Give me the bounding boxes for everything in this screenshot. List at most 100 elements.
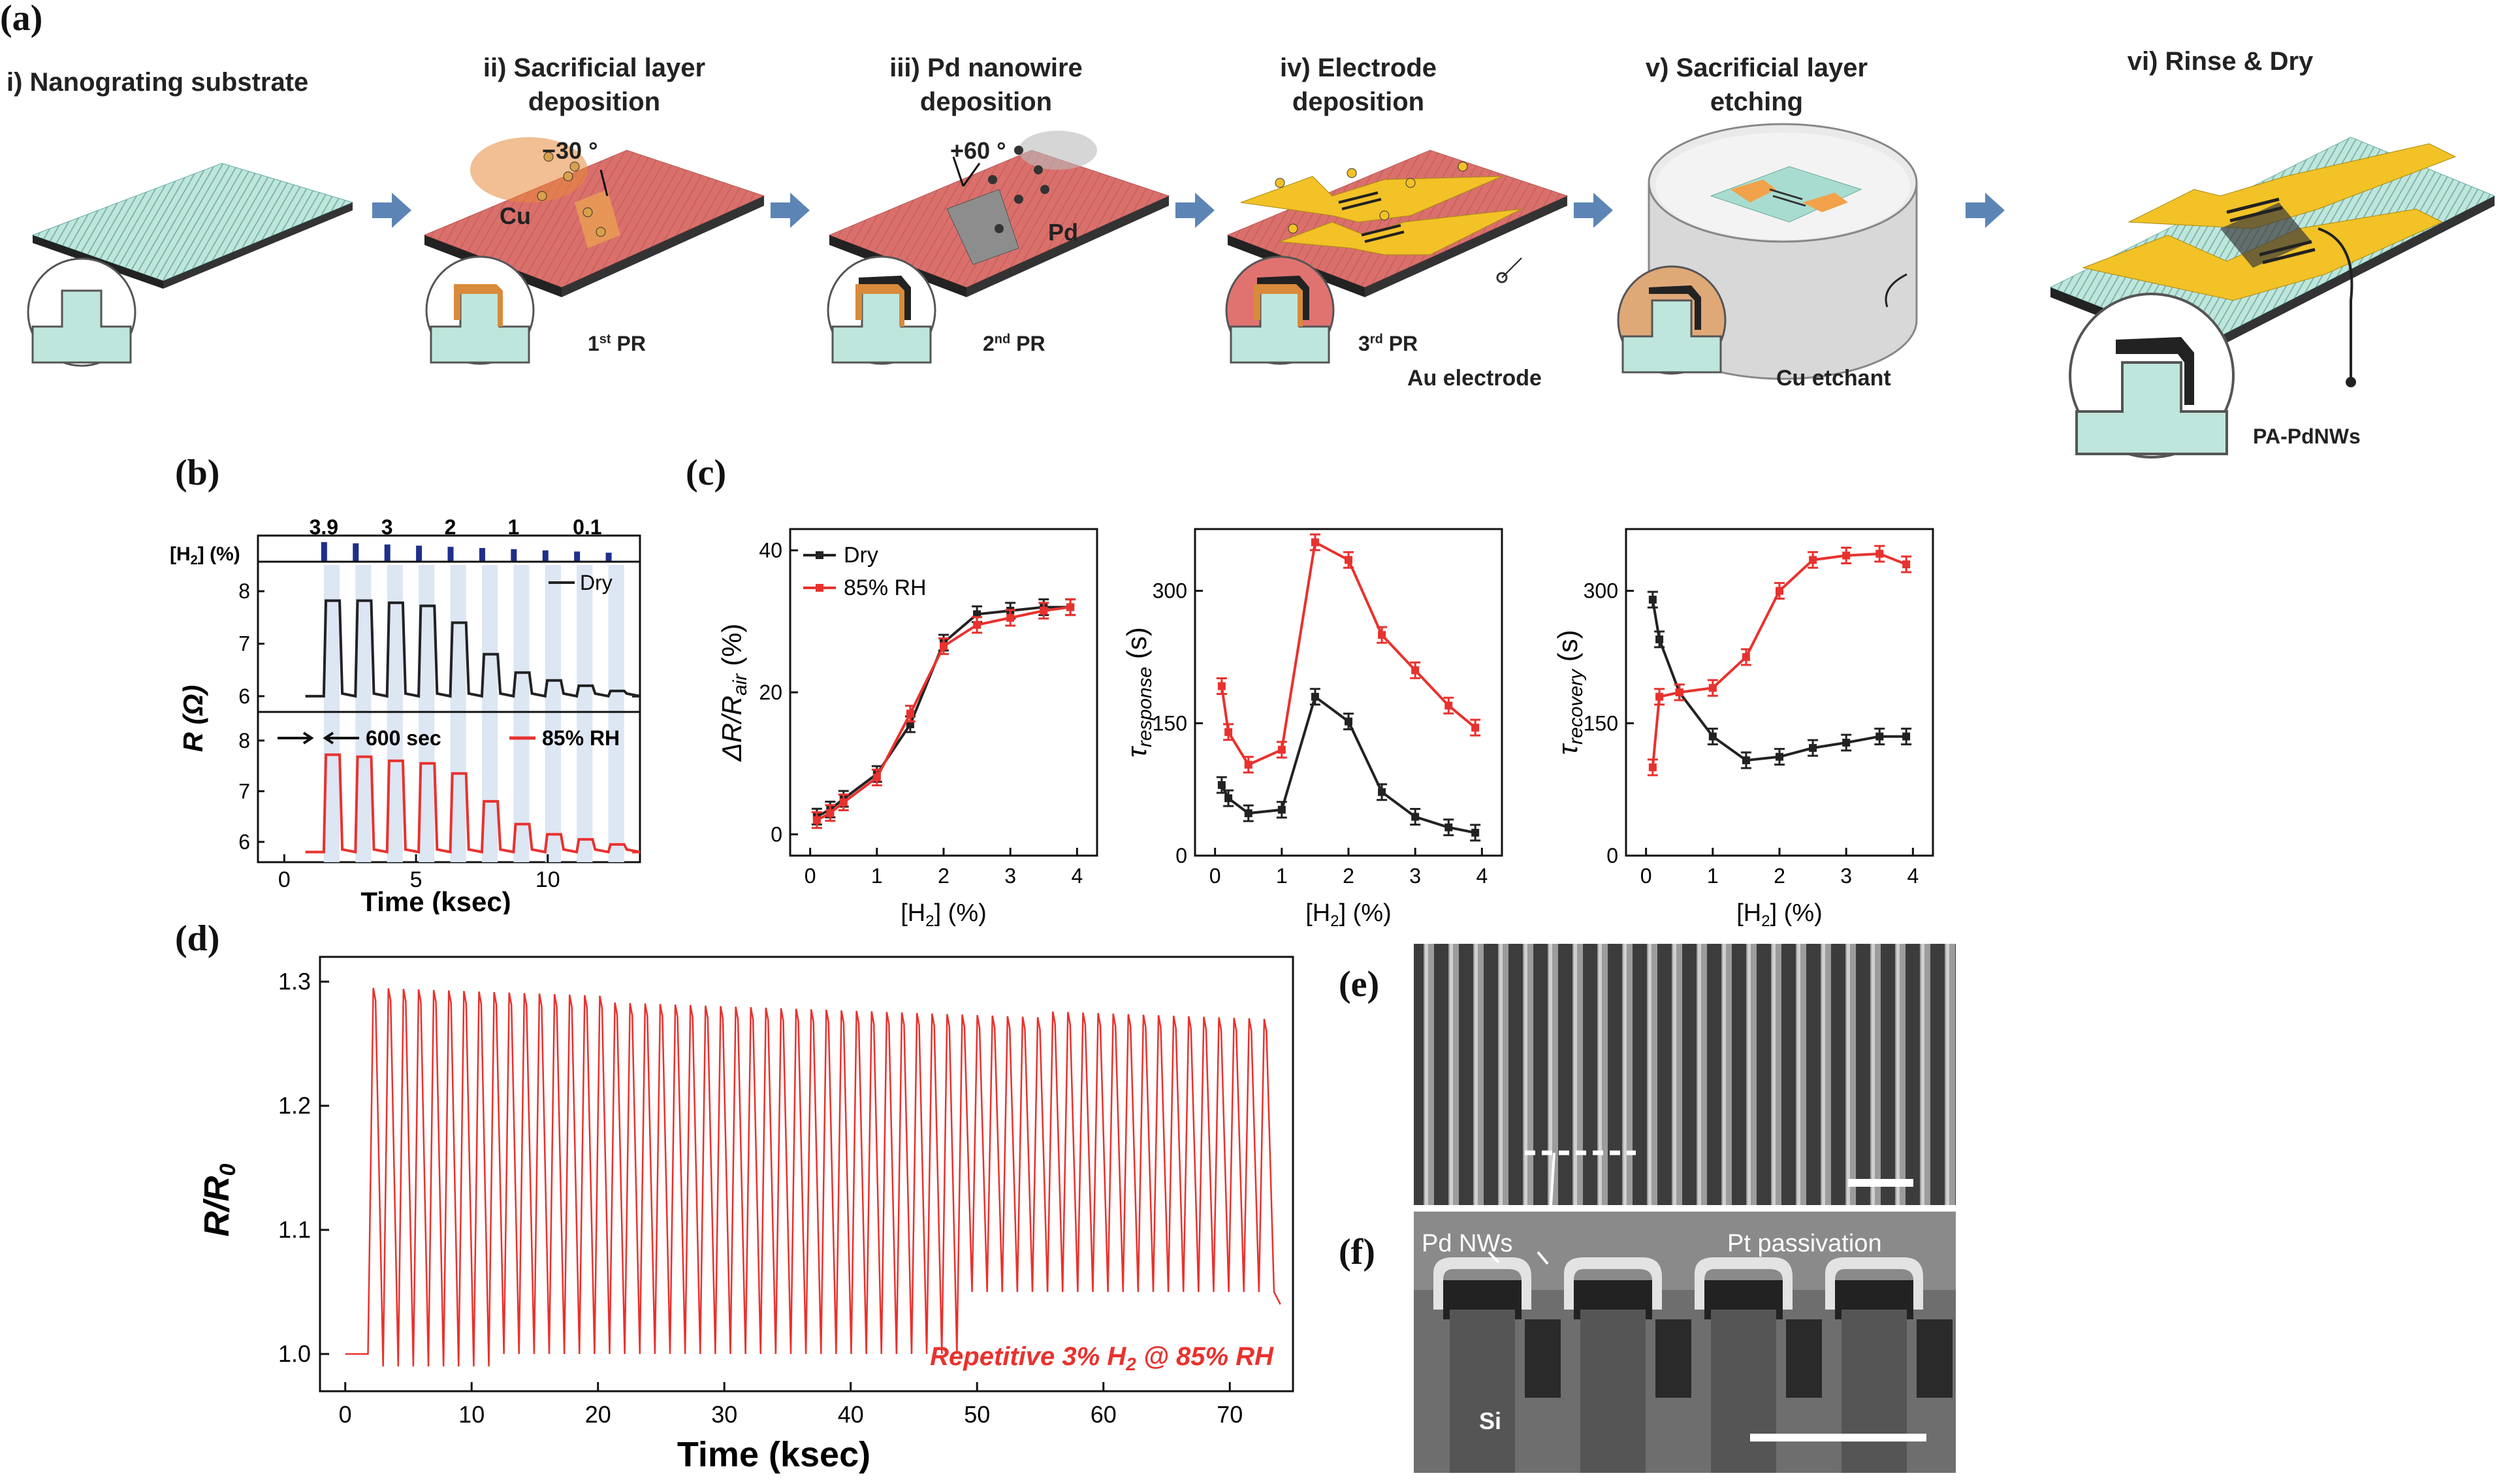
trench-void: [1655, 1319, 1691, 1398]
flow-arrow-3: [1175, 193, 1215, 228]
grating-highlight: [1723, 944, 1726, 1205]
x-tick-label: 3: [1409, 864, 1421, 888]
annotation-angle-pd: +60 °: [950, 137, 1006, 164]
step-4-electrode-deposition: [1225, 150, 1569, 365]
x-tick-label: 50: [964, 1401, 990, 1428]
x-tick-label: 2: [1343, 864, 1354, 888]
legend-rh-marker: [816, 584, 823, 592]
plot-frame: [257, 534, 641, 863]
grating-highlight: [1648, 944, 1651, 1205]
legend-dry-marker: [816, 551, 823, 559]
grating-highlight: [1896, 944, 1900, 1205]
x-tick-label: 60: [1091, 1401, 1117, 1428]
repetitive-response-trace: [345, 988, 1281, 1367]
plot-frame: [1625, 528, 1934, 857]
annotation-arrow-left: [323, 732, 359, 745]
dry-trace: [305, 599, 641, 698]
annotation-pr2: 2nd PR: [983, 332, 1045, 355]
grating-highlight: [1698, 944, 1701, 1205]
panel-c-tau-response-chart: 0 1 2 3 4 0 150 300 [H2] (%) τresponse (s): [1121, 528, 1503, 930]
flow-arrow-4: [1574, 193, 1613, 228]
annotation-pr3: 3rd PR: [1358, 332, 1418, 355]
step-5-etching: [1617, 123, 1918, 380]
concentration-label: 2: [445, 515, 456, 539]
grating-highlight: [1524, 944, 1527, 1205]
annotation-pa-pdnws: PA-PdNWs: [2253, 425, 2361, 448]
y-tick-label-top: 8: [238, 579, 250, 603]
flow-arrow-2: [771, 193, 810, 228]
pointer-arrow-1: [1488, 1251, 1500, 1264]
trench-void: [1917, 1319, 1953, 1398]
exposure-band: [577, 565, 593, 862]
grating-highlight: [1599, 944, 1602, 1205]
grating-highlight: [1921, 944, 1924, 1205]
x-tick-label: 0: [278, 867, 291, 892]
grating-highlight: [1946, 944, 1949, 1205]
x-tick-label: 2: [1774, 864, 1785, 888]
x-tick-label: 10: [458, 1401, 485, 1428]
exposure-band: [608, 565, 624, 862]
x-tick-label: 70: [1217, 1401, 1243, 1428]
sem-grating-lines: [1414, 944, 1956, 1205]
h2-axis-label: [H2] (%): [170, 543, 240, 568]
x-tick-label: 0: [1209, 864, 1221, 888]
y-axis-label: τrecovery (s): [1552, 630, 1587, 754]
x-tick-label: 0: [339, 1401, 352, 1428]
sem-cross-section: [1414, 1212, 1956, 1473]
y-tick-label: 0: [1175, 844, 1187, 867]
y-tick-label-top: 7: [238, 632, 250, 656]
h2-pulse-bar: [542, 550, 549, 562]
y-tick-label: 40: [759, 539, 782, 562]
panel-c-tau-recovery-chart: 0 1 2 3 4 0 150 300 [H2] (%) τrecovery (s): [1552, 528, 1934, 930]
y-tick-label: 0: [771, 822, 782, 846]
label-pd-nws: Pd NWs: [1422, 1230, 1513, 1257]
step-2-sacrificial-layer: [423, 137, 765, 365]
y-tick-label: 1.1: [278, 1216, 311, 1243]
grating-highlight: [1549, 944, 1552, 1205]
x-tick-label: 10: [535, 867, 560, 892]
annotation-cu-etchant: Cu etchant: [1776, 366, 1891, 391]
panel-d-repetitive-chart: 0 10 20 30 40 50 60 70 1.0 1.1 1.2 1.3 Time (ksec) R/…: [197, 956, 1294, 1474]
legend-rh: 85% RH: [844, 575, 927, 600]
step-1-title: i) Nanograting substrate: [7, 68, 309, 97]
step-5-title: v) Sacrificial layer etching: [1645, 54, 1868, 116]
panel-label-a: (a): [0, 0, 43, 39]
h2-pulse-bar: [447, 547, 454, 562]
step-3-title: iii) Pd nanowire deposition: [889, 54, 1083, 116]
legend-rh: 85% RH: [542, 726, 620, 750]
y-tick-label: 300: [1153, 579, 1187, 603]
x-tick-label: 1: [871, 864, 883, 888]
y-tick-label: 150: [1584, 711, 1618, 735]
pointer-arrow-2: [1537, 1251, 1549, 1265]
x-tick-label: 4: [1476, 864, 1488, 888]
concentration-label: 1: [507, 515, 519, 539]
h2-pulse-bar: [416, 545, 423, 562]
concentration-label: 3: [381, 515, 393, 539]
grating-highlight: [1623, 944, 1627, 1205]
y-tick-label: 150: [1153, 711, 1187, 735]
x-tick-label: 40: [838, 1401, 864, 1428]
annotation-angle-cu: −30 °: [542, 137, 598, 164]
grating-highlight: [1475, 944, 1478, 1205]
y-tick-label: 0: [1606, 844, 1618, 867]
grating-highlight: [1450, 944, 1453, 1205]
h2-pulse-bar: [353, 543, 359, 562]
y-tick-label-bottom: 6: [238, 830, 250, 854]
x-tick-label: 0: [805, 864, 816, 888]
x-tick-label: 3: [1840, 864, 1852, 888]
grating-highlight: [1872, 944, 1875, 1205]
grating-highlight: [1425, 944, 1428, 1205]
grating-highlight: [1574, 944, 1577, 1205]
panel-label-b: (b): [175, 453, 220, 493]
x-tick-label: 4: [1071, 864, 1083, 888]
x-tick-label: 1: [1707, 864, 1719, 888]
legend-dry: Dry: [580, 571, 613, 594]
h2-pulse-bar: [384, 544, 391, 562]
trench-void: [1786, 1319, 1822, 1398]
series-line-dry: [816, 605, 1071, 818]
grating-highlight: [1822, 944, 1825, 1205]
si-fin: [1580, 1310, 1646, 1473]
x-tick-label: 1: [1276, 864, 1288, 888]
label-pt-passivation: Pt passivation: [1727, 1230, 1882, 1257]
x-tick-label: 3: [1004, 864, 1016, 888]
